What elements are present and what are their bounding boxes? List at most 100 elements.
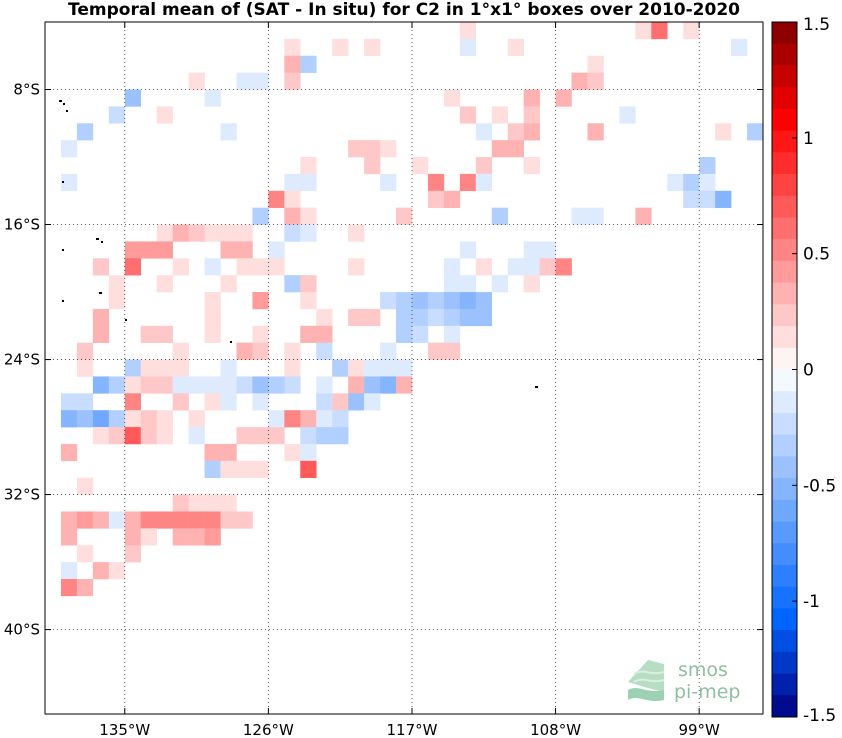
- heatmap-cell: [396, 308, 413, 327]
- heatmap-cell: [188, 511, 205, 529]
- heatmap-cell: [172, 511, 189, 529]
- logo-line2: pi-mep: [674, 681, 740, 703]
- colorbar-swatch: [772, 673, 797, 696]
- heatmap-cell: [571, 72, 588, 90]
- heatmap-cell: [443, 190, 461, 208]
- heatmap-cell: [124, 359, 142, 377]
- colorbar-swatch: [772, 695, 797, 718]
- heatmap-cell: [475, 123, 493, 141]
- heatmap-cell: [156, 410, 173, 428]
- heatmap-cell: [92, 427, 110, 445]
- heatmap-cell: [555, 258, 572, 276]
- heatmap-cell: [252, 376, 269, 394]
- colorbar-swatch: [772, 369, 797, 392]
- heatmap-cell: [156, 275, 173, 293]
- heatmap-cell: [443, 292, 461, 310]
- heatmap-cell: [204, 393, 221, 411]
- heatmap-cell: [76, 410, 94, 428]
- heatmap-cell: [60, 578, 78, 597]
- heatmap-cell: [236, 511, 253, 529]
- heatmap-cell: [523, 275, 540, 293]
- heatmap-cell: [459, 308, 477, 327]
- heatmap-cell: [300, 427, 317, 445]
- colorbar-swatch: [772, 43, 797, 66]
- heatmap-cell: [188, 494, 205, 512]
- colorbar-tick-label: -1.5: [803, 706, 836, 726]
- heatmap-cell: [300, 173, 317, 192]
- colorbar-swatch: [772, 478, 797, 501]
- heatmap-cell: [555, 89, 572, 107]
- heatmap-cell: [587, 123, 604, 141]
- heatmap-cell: [587, 72, 604, 90]
- heatmap-cell: [635, 207, 652, 225]
- heatmap-cell: [204, 224, 221, 242]
- heatmap-cell: [316, 393, 333, 411]
- heatmap-cell: [268, 376, 285, 394]
- heatmap-cell: [60, 528, 78, 546]
- heatmap-cell: [300, 275, 317, 293]
- heatmap-cell: [204, 494, 221, 512]
- heatmap-cell: [411, 292, 429, 310]
- heatmap-cell: [332, 359, 349, 377]
- heatmap-cell: [747, 123, 764, 141]
- heatmap-cell: [284, 410, 301, 428]
- heatmap-cell: [220, 123, 237, 141]
- heatmap-cell: [491, 140, 509, 158]
- heatmap-cell: [124, 376, 142, 394]
- heatmap-cell: [204, 528, 221, 546]
- heatmap-cell: [204, 325, 221, 343]
- heatmap-cell: [459, 241, 477, 259]
- heatmap-cell: [364, 393, 381, 411]
- heatmap-cell: [156, 511, 173, 529]
- heatmap-cell: [172, 393, 189, 411]
- colorbar-swatch: [772, 608, 797, 631]
- heatmap-cell: [332, 393, 349, 411]
- colorbar-swatch: [772, 391, 797, 414]
- heatmap-cell: [475, 292, 493, 310]
- heatmap-cell: [60, 511, 78, 529]
- heatmap-cell: [76, 477, 94, 495]
- heatmap-cell: [188, 410, 205, 428]
- heatmap-cell: [124, 427, 142, 445]
- heatmap-cell: [236, 258, 253, 276]
- colorbar-tick-label: 0: [803, 361, 814, 381]
- x-tick-label: 108°W: [530, 721, 581, 738]
- heatmap-cell: [635, 22, 652, 40]
- heatmap-cell: [252, 72, 269, 90]
- heatmap-cell: [140, 410, 157, 428]
- heatmap-cell: [172, 528, 189, 546]
- colorbar-tick-label: 1: [803, 129, 814, 149]
- heatmap-cell: [172, 342, 189, 360]
- colorbar-tick-label: -1: [803, 592, 820, 612]
- heatmap-cell: [571, 207, 588, 225]
- heatmap-cell: [300, 443, 317, 462]
- x-tick-label: 135°W: [99, 721, 150, 738]
- heatmap-cell: [284, 342, 301, 360]
- y-tick-label: 40°S: [4, 621, 40, 639]
- heatmap-cells: [60, 22, 764, 597]
- heatmap-cell: [124, 241, 142, 259]
- heatmap-cell: [300, 224, 317, 242]
- heatmap-cell: [284, 224, 301, 242]
- heatmap-cell: [715, 123, 732, 141]
- heatmap-cell: [236, 241, 253, 259]
- heatmap-cell: [236, 427, 253, 445]
- heatmap-cell: [140, 376, 157, 394]
- heatmap-cell: [236, 460, 253, 479]
- heatmap-cell: [156, 359, 173, 377]
- heatmap-cell: [236, 224, 253, 242]
- heatmap-cell: [380, 359, 397, 377]
- heatmap-cell: [124, 545, 142, 563]
- x-tick-label: 117°W: [386, 721, 437, 738]
- heatmap-cell: [76, 545, 94, 563]
- heatmap-cell: [364, 308, 381, 327]
- heatmap-cell: [172, 359, 189, 377]
- heatmap-cell: [188, 72, 205, 90]
- heatmap-cell: [60, 140, 78, 158]
- heatmap-cell: [316, 342, 333, 360]
- colorbar-swatch: [772, 564, 797, 588]
- heatmap-cell: [60, 173, 78, 192]
- colorbar-swatch: [772, 326, 797, 349]
- heatmap-cell: [332, 38, 349, 57]
